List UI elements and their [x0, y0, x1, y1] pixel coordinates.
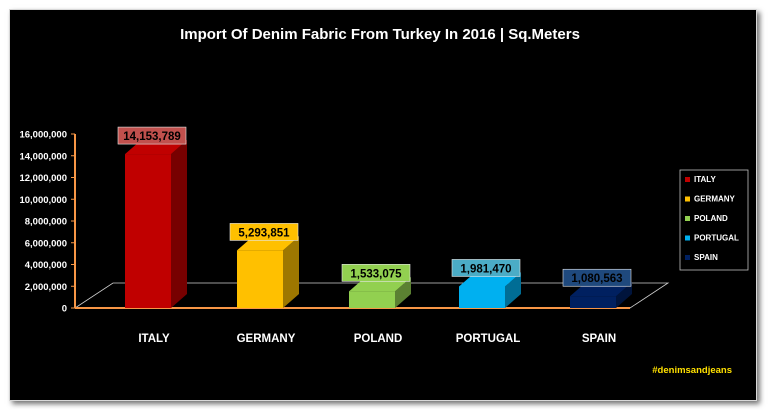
bar-poland: 1,533,075 [341, 264, 411, 308]
bar-side-face [616, 282, 632, 308]
y-tick-label: 4,000,000 [25, 260, 67, 271]
data-label-box [117, 126, 187, 145]
plot-area: 0 2,000,000 4,000,000 6,000,000 8,000,000 10,… [19, 126, 670, 345]
y-tick-label: 2,000,000 [25, 282, 67, 293]
y-tick-label: 12,000,000 [19, 173, 67, 184]
legend-swatch [685, 235, 690, 241]
bar-side-face [505, 272, 521, 308]
data-label-box [341, 264, 411, 282]
bar-side-face [395, 277, 411, 308]
legend-box [679, 169, 749, 271]
legend-swatch [685, 196, 690, 202]
bar-chart: Import Of Denim Fabric From Turkey In 20… [19, 26, 749, 376]
bar-italy: 14,153,789 [117, 126, 187, 308]
bar-side-face [283, 236, 299, 308]
legend-label: SPAIN [694, 253, 718, 262]
bar-side-face [171, 140, 187, 308]
legend-label: ITALY [694, 175, 716, 184]
chart-frame: Import Of Denim Fabric From Turkey In 20… [9, 9, 757, 401]
y-tick-label: 6,000,000 [25, 238, 67, 249]
legend-label: POLAND [694, 214, 728, 223]
bar [349, 291, 395, 308]
data-label: 14,153,789 [123, 131, 181, 143]
chart-title: Import Of Denim Fabric From Turkey In 20… [180, 26, 580, 43]
data-label-box [229, 223, 299, 241]
legend-label: PORTUGAL [694, 234, 739, 243]
data-label: 1,981,470 [460, 263, 511, 275]
bar-portugal: 1,981,470 [451, 259, 521, 308]
bar [125, 154, 171, 308]
x-tick-label: ITALY [138, 333, 170, 345]
bar-germany: 5,293,851 [229, 223, 299, 308]
data-label: 1,080,563 [571, 273, 622, 285]
bar [237, 250, 283, 308]
legend-swatch [685, 255, 690, 260]
y-tick-label: 14,000,000 [19, 151, 67, 162]
data-label-box [451, 259, 521, 277]
x-tick-label: PORTUGAL [456, 333, 521, 345]
x-tick-label: POLAND [354, 333, 403, 345]
x-tick-label: GERMANY [237, 333, 296, 345]
watermark-text: #denimsandjeans [652, 365, 732, 376]
data-label: 1,533,075 [350, 268, 402, 280]
data-label-box [562, 268, 632, 287]
bar [570, 296, 616, 308]
y-tick-label: 10,000,000 [19, 195, 67, 206]
y-tick-label: 0 [62, 304, 67, 315]
bar-spain: 1,080,563 [562, 268, 632, 308]
data-label: 5,293,851 [238, 227, 290, 239]
y-tick-label: 16,000,000 [19, 130, 67, 141]
legend-swatch [685, 216, 690, 221]
legend-swatch [685, 177, 690, 182]
legend: ITALY GERMANY POLAND PORTUGAL SPAIN [679, 169, 749, 271]
bar [459, 286, 505, 308]
y-tick-label: 8,000,000 [25, 217, 67, 228]
legend-label: GERMANY [694, 195, 736, 204]
x-tick-label: SPAIN [582, 333, 616, 345]
